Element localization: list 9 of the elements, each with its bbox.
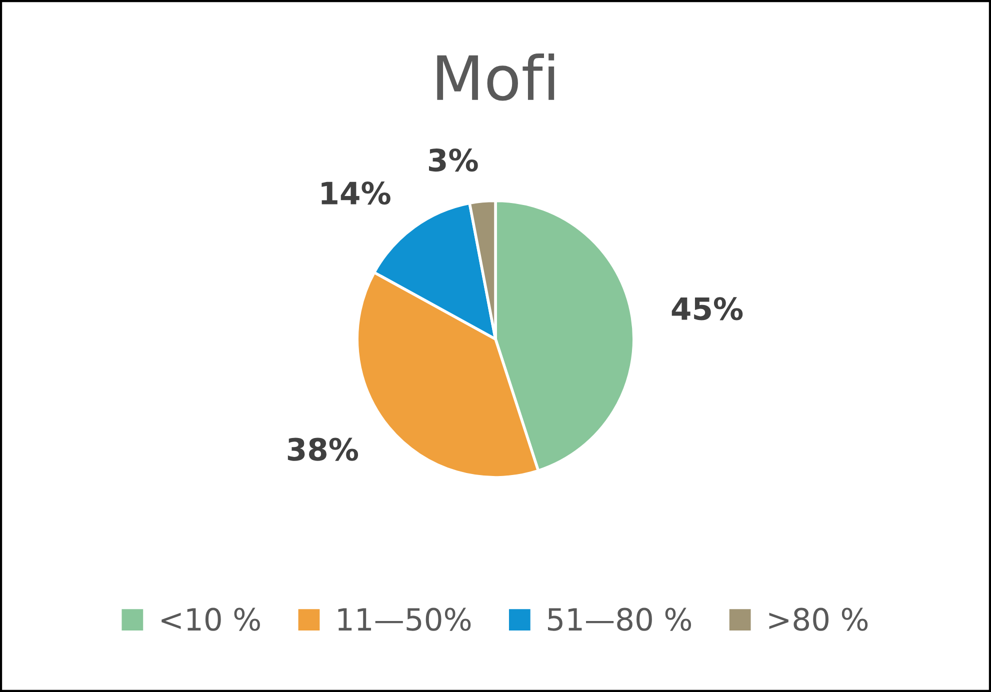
data-label: 38% <box>288 438 358 461</box>
legend-label: 51—80 % <box>548 608 692 631</box>
data-label: 3% <box>428 148 478 172</box>
legend-label: >80 % <box>769 608 868 631</box>
legend-label: <10 % <box>162 608 260 631</box>
chart-title: Mofi <box>437 53 554 101</box>
data-label: 14% <box>322 182 390 205</box>
legend-label: 11—50% <box>338 608 471 631</box>
data-label: 45% <box>672 297 743 320</box>
